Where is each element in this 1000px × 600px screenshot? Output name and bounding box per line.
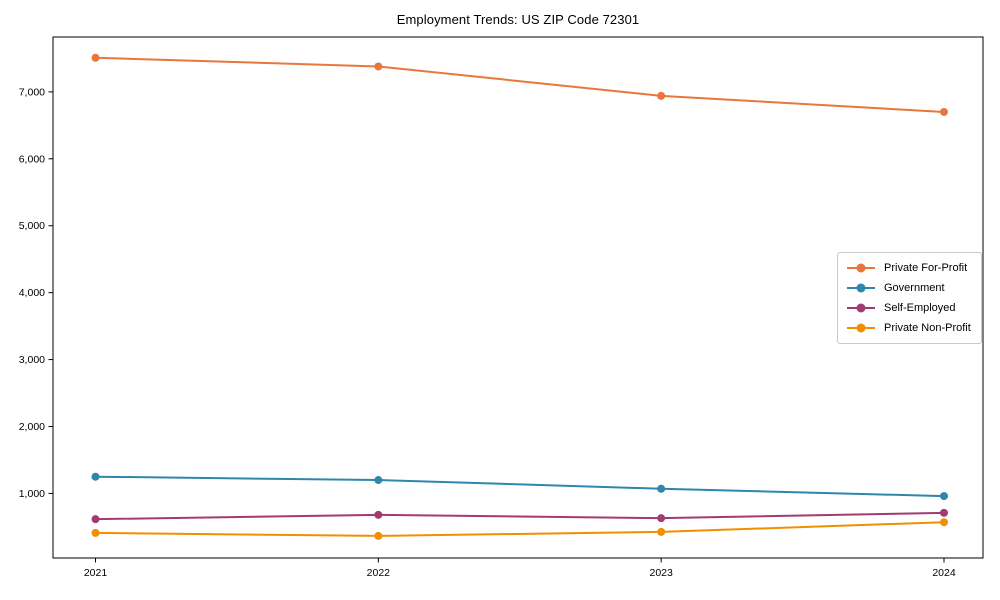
data-point	[657, 484, 666, 493]
data-point	[91, 528, 100, 537]
legend-item: Private For-Profit	[846, 260, 971, 276]
legend-marker-icon	[847, 263, 875, 273]
legend-label: Government	[884, 282, 945, 294]
data-point	[940, 508, 948, 517]
y-tick-label: 5,000	[19, 220, 45, 232]
series-line-private-non-profit	[94, 521, 945, 537]
data-point	[374, 62, 383, 71]
y-tick-label: 3,000	[19, 354, 45, 366]
legend-marker-icon	[847, 323, 875, 333]
legend-label: Self-Employed	[884, 302, 956, 314]
legend: Private For-Profit Government Self-Employe…	[837, 252, 982, 344]
series-line-self-employed	[94, 511, 945, 521]
chart-title: Employment Trends: US ZIP Code 72301	[396, 12, 640, 27]
y-tick-label: 4,000	[19, 287, 45, 299]
data-point	[374, 476, 383, 485]
legend-item: Self-Employed	[846, 300, 971, 316]
legend-label: Private For-Profit	[884, 262, 968, 274]
y-tick-label: 1,000	[19, 488, 45, 500]
legend-marker-icon	[847, 303, 875, 313]
data-point	[374, 531, 383, 540]
data-point	[940, 492, 948, 501]
x-tick-label: 2024	[932, 567, 956, 579]
series-line-private-for-profit	[94, 56, 945, 113]
legend-marker-icon	[847, 283, 875, 293]
legend-label: Private Non-Profit	[884, 322, 971, 334]
x-tick-label: 2023	[649, 567, 673, 579]
y-tick-label: 7,000	[19, 86, 45, 98]
data-point	[940, 107, 948, 116]
data-point	[940, 518, 948, 527]
data-point	[657, 527, 666, 536]
data-point	[91, 515, 100, 524]
legend-item: Private Non-Profit	[846, 320, 971, 336]
y-tick-label: 2,000	[19, 421, 45, 433]
data-point	[91, 472, 100, 481]
x-tick-label: 2022	[367, 567, 391, 579]
data-point	[374, 510, 383, 519]
data-point	[657, 514, 666, 523]
data-point	[657, 91, 666, 100]
y-tick-label: 6,000	[19, 153, 45, 165]
legend-item: Government	[846, 280, 971, 296]
series-line-government	[94, 475, 945, 498]
x-tick-label: 2021	[84, 567, 108, 579]
data-point	[91, 53, 100, 62]
plot-area	[52, 36, 984, 559]
